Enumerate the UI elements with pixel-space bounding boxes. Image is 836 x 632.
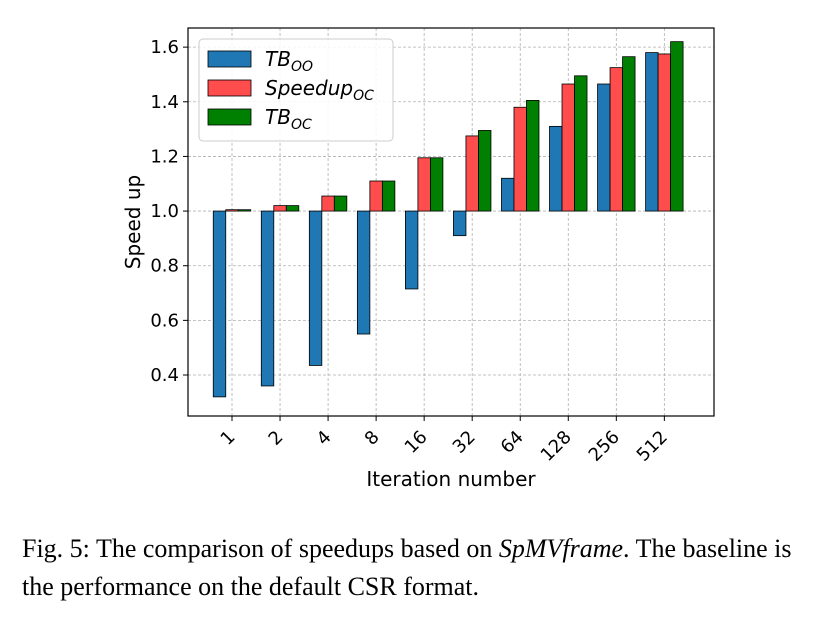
bar-tb-oc — [622, 56, 636, 212]
y-tick-label: 0.6 — [150, 310, 179, 331]
legend-swatch — [207, 50, 252, 68]
bar-tb-oc — [670, 41, 684, 212]
bar-tb-oo — [597, 83, 611, 212]
y-tick-label: 1.2 — [150, 146, 179, 167]
y-axis-ticks: 0.4 0.6 0.8 1.0 1.2 1.4 1.6 — [150, 37, 188, 386]
x-tick-label: 32 — [449, 427, 480, 458]
bar-speedup-oc — [657, 53, 672, 212]
bar-tb-oc — [430, 157, 444, 212]
bar-tb-oo — [260, 210, 275, 387]
y-tick-label: 1.4 — [150, 92, 179, 113]
legend-swatch — [207, 79, 252, 97]
bar-tb-oo — [356, 210, 371, 335]
bar-speedup-oc — [417, 157, 431, 212]
x-tick-label: 64 — [497, 427, 528, 458]
bar-speedup-oc — [273, 205, 287, 212]
bar-tb-oo — [405, 210, 419, 290]
bar-tb-oo — [212, 210, 227, 398]
x-tick-label: 8 — [361, 427, 384, 450]
bar-speedup-oc — [609, 67, 623, 212]
x-tick-label: 256 — [585, 427, 624, 466]
caption-emphasis: SpMVframe — [498, 534, 624, 563]
bar-tb-oo — [308, 210, 323, 366]
figure-caption: Fig. 5: The comparison of speedups based… — [22, 530, 822, 606]
bar-speedup-oc — [225, 209, 239, 212]
x-tick-label: 128 — [537, 427, 576, 466]
bar-tb-oc — [478, 130, 492, 212]
bar-tb-oo — [645, 52, 659, 212]
legend-entry: SpeedupOC — [265, 76, 374, 104]
plot-frame — [187, 27, 715, 417]
x-tick-label: 4 — [313, 427, 336, 450]
x-tick-label: 512 — [633, 427, 672, 466]
bar-tb-oc — [381, 180, 396, 212]
bar-speedup-oc — [561, 83, 575, 212]
y-tick-label: 1.6 — [150, 37, 179, 58]
bar-tb-oc — [285, 205, 300, 212]
y-tick-label: 1.0 — [150, 201, 179, 222]
bar-tb-oc — [237, 209, 252, 212]
y-tick-label: 0.4 — [150, 365, 179, 386]
y-axis-label: Speed up — [121, 175, 145, 269]
legend-entry: TBOC — [265, 105, 312, 133]
caption-suffix: . The baseline is the performance on the… — [22, 534, 792, 601]
bar-tb-oo — [549, 125, 563, 212]
bar-tb-oo — [501, 177, 515, 212]
x-tick-label: 16 — [401, 427, 432, 458]
bar-tb-oc — [526, 100, 540, 212]
x-tick-label: 2 — [265, 427, 288, 450]
bar-speedup-oc — [513, 106, 527, 212]
x-tick-label: 1 — [217, 427, 240, 450]
bar-speedup-oc — [369, 180, 383, 212]
bar-tb-oo — [453, 210, 467, 237]
legend-entry: TBOO — [265, 47, 313, 75]
x-axis-ticks: 1 2 4 8 16 32 64 128 256 512 — [217, 416, 672, 466]
speedup-bar-chart: 0.4 0.6 0.8 1.0 1.2 1.4 1.6 1 2 4 8 16 32 64 128 256 51… — [121, 27, 715, 491]
bars — [212, 41, 684, 398]
bar-tb-oc — [574, 75, 588, 212]
legend-swatch — [207, 108, 252, 126]
x-axis-label: Iteration number — [366, 467, 536, 491]
bar-speedup-oc — [321, 195, 335, 212]
y-tick-label: 0.8 — [150, 256, 179, 277]
caption-prefix: Fig. 5: The comparison of speedups based… — [22, 534, 499, 563]
bar-speedup-oc — [465, 135, 479, 212]
bar-tb-oc — [333, 195, 348, 212]
